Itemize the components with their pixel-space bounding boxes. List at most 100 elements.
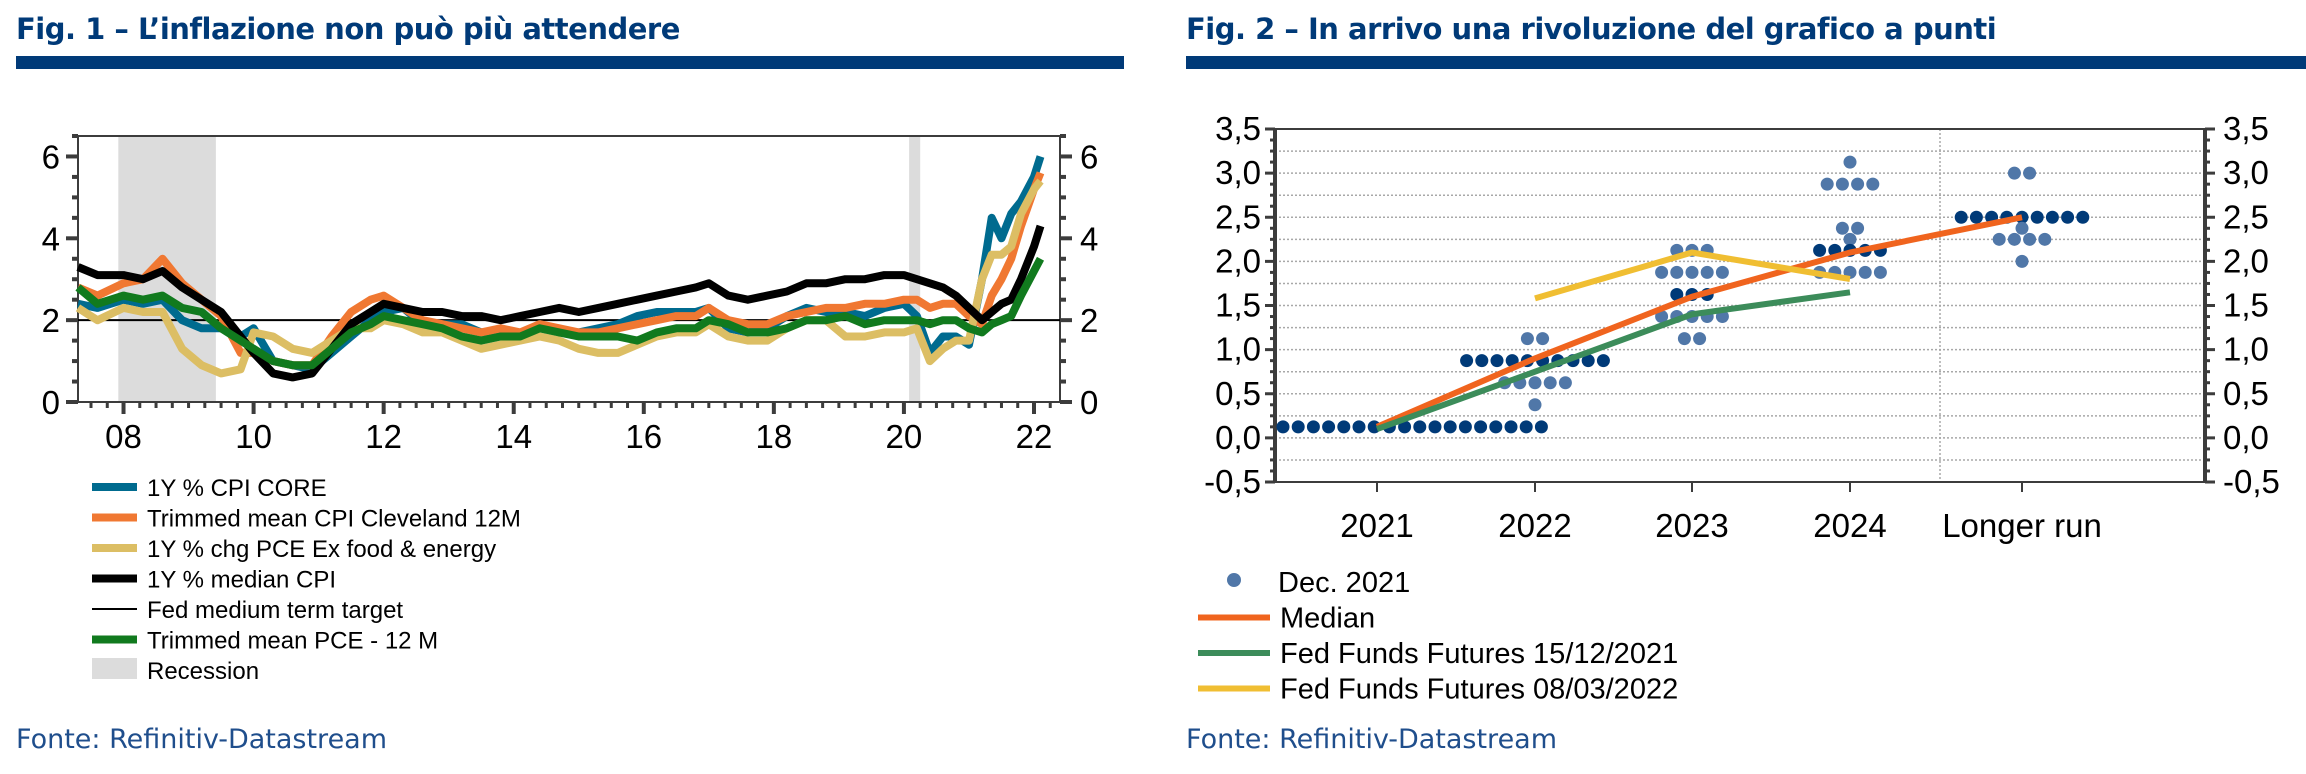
x-tick-label: 2023 [1655,507,1728,544]
x-tick-label: 08 [105,418,142,455]
legend-label: Median [1280,603,1375,635]
y-tick-label-right: 2 [1080,302,1098,339]
figure-2-title-bar [1186,56,2306,69]
y-tick-label-right: 1,0 [2223,331,2269,368]
dot-plot-point [1693,332,1707,346]
dot-plot-point [1670,265,1684,279]
y-tick-label-right: 3,5 [2223,110,2269,147]
dot-plot-point [1581,354,1595,368]
dot-plot-point [1813,243,1827,257]
dot-plot-point [2023,232,2037,246]
figure-1-title-bar [16,56,1124,69]
dot-plot-point [1596,354,1610,368]
dot-plot-point [1820,177,1834,191]
y-tick-label-left: 2,0 [1215,242,1261,279]
legend-label: Trimmed mean CPI Cleveland 12M [147,506,521,533]
y-tick-label-right: 1,5 [2223,287,2269,324]
dot-plot-point [2007,232,2021,246]
x-tick-label: 2022 [1498,507,1571,544]
dot-plot-point [1504,420,1518,434]
legend-label: Fed Funds Futures 08/03/2022 [1280,674,1678,706]
legend-label: Dec. 2021 [1278,567,1410,599]
dot-plot-point [1835,221,1849,235]
dot-plot-point [1685,265,1699,279]
dot-plot-point [1536,332,1550,346]
dot-plot-point [1460,354,1474,368]
legend-label: 1Y % median CPI [147,567,336,594]
y-tick-label-right: 2,0 [2223,242,2269,279]
dot-plot-point [1670,287,1684,301]
dot-plot-point [1954,210,1968,224]
dot-plot-point [2023,166,2037,180]
x-tick-label: 10 [235,418,272,455]
dot-plot-point [1306,420,1320,434]
series-line-5 [75,256,1045,370]
dot-plot-point [1677,332,1691,346]
dot-plot-point [1558,376,1572,390]
dot-plot-point [1528,398,1542,412]
y-tick-label-right: 0 [1080,384,1098,421]
dot-plot-point [1843,232,1857,246]
dot-plot-point [2038,232,2052,246]
dot-plot-point [1528,376,1542,390]
y-tick-label-left: 1,0 [1215,331,1261,368]
dot-plot-point [2030,210,2044,224]
x-tick-label: 20 [886,418,923,455]
dot-plot-point [1352,420,1366,434]
legend-swatch-recession [92,658,137,679]
legend-label: Trimmed mean PCE - 12 M [147,628,438,655]
figure-1-source: Fonte: Refinitiv-Datastream [16,724,388,755]
dot-plot-point [1655,265,1669,279]
dot-plot-point [2045,210,2059,224]
dot-plot-point [1398,420,1412,434]
legend-label: 1Y % CPI CORE [147,475,327,502]
figure-1-panel: Fig. 1 – L’inflazione non può più attend… [0,0,1150,774]
dot-plot-point [1873,265,1887,279]
y-tick-label-right: 3,0 [2223,154,2269,191]
y-tick-label-right: -0,5 [2223,463,2280,500]
y-tick-label-left: 0,5 [1215,375,1261,412]
x-tick-label: 18 [755,418,792,455]
dot-plot-point [1835,177,1849,191]
dot-plot-point [1276,420,1290,434]
y-tick-label-right: 6 [1080,138,1098,175]
dot-plot-point [1700,265,1714,279]
dot-plot-point [1851,177,1865,191]
legend-label: 1Y % chg PCE Ex food & energy [147,536,496,563]
dot-plot-point [1475,354,1489,368]
dot-plot-point [2015,254,2029,268]
y-tick-label-left: 4 [42,220,60,257]
dot-plot-point [2015,221,2029,235]
dot-plot-point [1458,420,1472,434]
dot-plot-point [1490,354,1504,368]
dot-plot-point [1489,420,1503,434]
recession-band [909,136,921,402]
series-line-2 [1375,289,1851,432]
dot-plot-point [1413,420,1427,434]
series-line-3 [1534,249,1851,302]
y-tick-label-left: 1,5 [1215,287,1261,324]
dot-plot-point [2076,210,2090,224]
figure-2-source: Fonte: Refinitiv-Datastream [1186,724,1558,755]
dot-plot-point [1443,420,1457,434]
series-line-4 [76,224,1045,382]
dot-plot-point [1655,310,1669,324]
y-tick-label-right: 4 [1080,220,1098,257]
dot-plot-point [1520,332,1534,346]
dot-plot-point [1715,265,1729,279]
legend-label: Fed Funds Futures 15/12/2021 [1280,638,1678,670]
y-tick-label-right: 2,5 [2223,198,2269,235]
y-tick-label-left: -0,5 [1204,463,1261,500]
x-tick-label: Longer run [1942,507,2102,544]
figure-2-title: Fig. 2 – In arrivo una rivoluzione del g… [1186,12,1997,46]
y-tick-label-left: 3,5 [1215,110,1261,147]
dot-plot-point [1322,420,1336,434]
x-tick-label: 2024 [1813,507,1886,544]
dot-plot-point [1519,420,1533,434]
dot-plot-point [1851,221,1865,235]
dot-plot-point [2061,210,2075,224]
x-tick-label: 22 [1016,418,1053,455]
dot-plot-point [1337,420,1351,434]
x-tick-label: 2021 [1340,507,1413,544]
y-tick-label-left: 0 [42,384,60,421]
